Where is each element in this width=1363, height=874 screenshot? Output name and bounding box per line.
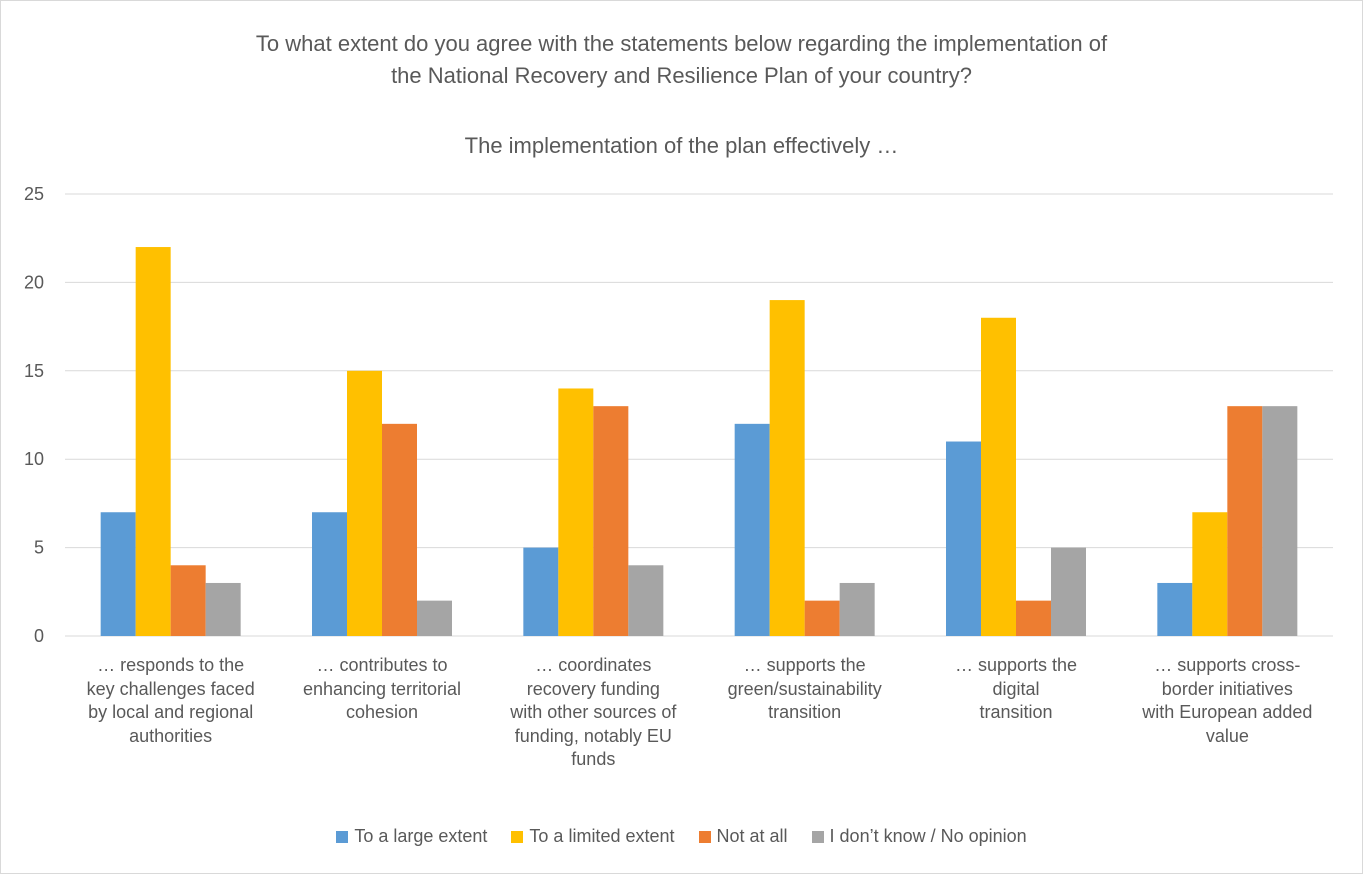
bar xyxy=(347,370,382,636)
x-category-label-line: … responds to the xyxy=(97,655,245,675)
x-category-label-line: … supports the xyxy=(743,655,866,675)
bar xyxy=(769,300,805,636)
bar xyxy=(312,512,347,636)
bar xyxy=(1192,512,1228,636)
x-category-label-line: border initiatives xyxy=(1161,678,1293,699)
bar xyxy=(558,388,594,636)
legend-swatch xyxy=(811,830,824,843)
x-category-label-line: recovery funding xyxy=(526,678,660,699)
legend-label: To a large extent xyxy=(354,826,488,846)
y-tick-label: 20 xyxy=(24,272,44,292)
y-tick-label: 5 xyxy=(34,538,44,558)
bar xyxy=(981,317,1016,636)
legend-item: To a large extent xyxy=(336,826,487,847)
chart-title-line-2: the National Recovery and Resilience Pla… xyxy=(391,63,972,88)
bar xyxy=(839,582,875,636)
bar xyxy=(417,600,452,636)
x-category-label: … supports the digital transition xyxy=(930,654,1102,725)
bar xyxy=(946,441,981,636)
x-category-label-line: by local and regional xyxy=(88,702,254,722)
x-category-label: … contributes to enhancing territorial coh… xyxy=(296,654,468,725)
bar xyxy=(1051,547,1086,636)
bar xyxy=(1262,406,1298,636)
x-category-label-line: funds xyxy=(571,749,616,769)
bar xyxy=(523,547,559,636)
y-tick-label: 15 xyxy=(24,361,44,381)
bar xyxy=(382,423,417,636)
bar xyxy=(593,406,629,636)
x-category-label-line: transition xyxy=(979,702,1053,722)
x-category-label-line: … supports the digital xyxy=(954,655,1078,699)
bar xyxy=(100,512,136,636)
chart-subtitle: The implementation of the plan effective… xyxy=(464,133,899,158)
legend-label: To a limited extent xyxy=(529,826,675,846)
bar xyxy=(1227,406,1263,636)
x-category-label-line: … supports cross- xyxy=(1154,655,1301,675)
x-category-label-line: cohesion xyxy=(345,702,419,722)
legend-swatch xyxy=(698,830,711,843)
legend-label: Not at all xyxy=(716,826,788,846)
x-category-label-line: enhancing territorial xyxy=(302,678,462,699)
x-category-label: … coordinates recovery funding with other … xyxy=(507,654,679,772)
bar xyxy=(170,565,206,636)
x-category-label-line: authorities xyxy=(129,725,213,746)
bar xyxy=(205,582,241,636)
y-tick-label: 25 xyxy=(24,184,44,204)
legend-item: Not at all xyxy=(698,826,788,847)
legend-label: I don’t know / No opinion xyxy=(829,826,1027,846)
bar xyxy=(135,247,171,637)
legend-item: To a limited extent xyxy=(511,826,675,847)
legend-swatch xyxy=(511,830,524,843)
bar xyxy=(1016,600,1051,636)
x-category-label: … supports cross-border initiatives with … xyxy=(1141,654,1313,748)
bar xyxy=(734,423,770,636)
legend: To a large extent To a limited extent Not … xyxy=(0,826,1363,847)
bar xyxy=(628,565,664,636)
x-category-label: … responds to the key challenges faced by … xyxy=(85,654,257,748)
x-category-label: … supports the green/sustainability transi… xyxy=(719,654,891,725)
y-tick-label: 10 xyxy=(24,449,44,469)
legend-item: I don’t know / No opinion xyxy=(811,826,1027,847)
y-tick-label: 0 xyxy=(34,626,44,646)
x-category-label-line: with other sources of xyxy=(510,702,677,722)
x-category-label-line: with European added xyxy=(1142,702,1313,722)
bar xyxy=(1157,582,1193,636)
x-category-label-line: value xyxy=(1205,725,1249,746)
x-category-label-line: key challenges faced xyxy=(86,678,255,699)
x-category-label-line: … contributes to xyxy=(316,655,448,675)
chart-title: To what extent do you agree with the sta… xyxy=(0,28,1363,92)
legend-swatch xyxy=(336,830,349,843)
x-category-label-line: transition xyxy=(768,702,842,722)
bar xyxy=(804,600,840,636)
x-category-label-line: funding, notably EU xyxy=(514,725,672,746)
x-category-label-line: green/sustainability xyxy=(727,678,882,699)
x-category-label-line: … coordinates xyxy=(535,655,652,675)
chart-title-line-1: To what extent do you agree with the sta… xyxy=(255,31,1108,56)
